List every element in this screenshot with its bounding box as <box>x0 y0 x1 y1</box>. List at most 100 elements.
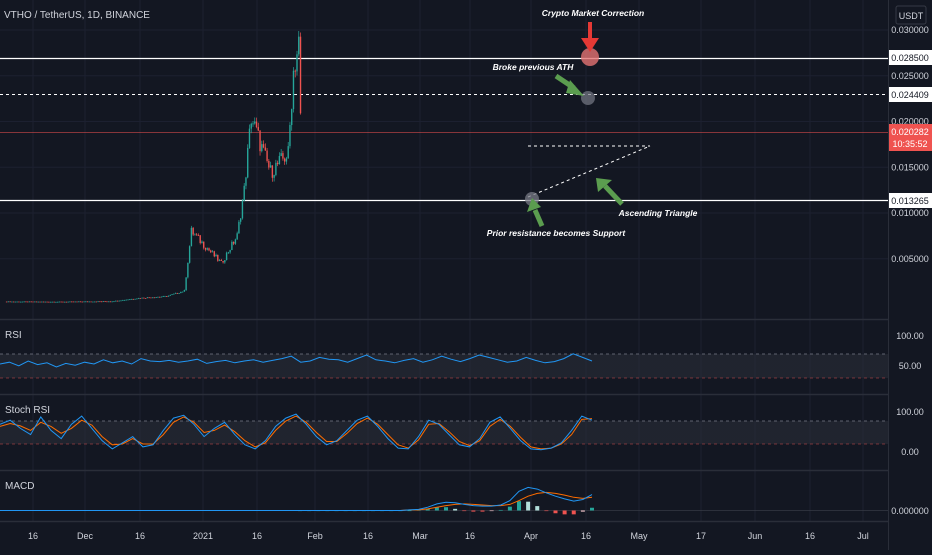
candle <box>283 158 286 162</box>
macd-tick-0: 0.000000 <box>891 506 929 516</box>
candle <box>34 301 36 303</box>
macd-histogram-bar <box>580 510 585 512</box>
macd-histogram-bar <box>562 510 567 515</box>
candle <box>204 247 207 250</box>
macd-histogram-bar <box>453 508 458 511</box>
triangle-support-line[interactable] <box>527 145 651 198</box>
candle <box>171 294 173 296</box>
candle <box>86 301 89 303</box>
macd-histogram-bar <box>407 510 412 512</box>
candle <box>100 301 103 303</box>
candle <box>107 301 110 303</box>
price-tick-label: 0.030000 <box>891 25 929 35</box>
price-tick-label: 0.010000 <box>891 208 929 218</box>
stoch-d-line <box>0 415 593 450</box>
macd-histogram-bar <box>590 507 594 511</box>
candle <box>287 146 289 159</box>
candle <box>188 246 191 263</box>
last-price-text: 0.020282 <box>891 127 929 137</box>
time-axis[interactable]: 16 Dec 16 2021 16 Feb 16 Mar 16 Apr 16 May 17 Jun 16 Ju… <box>28 531 869 541</box>
candle <box>178 293 180 294</box>
candle <box>166 296 168 297</box>
stoch-rsi-pane[interactable]: Stoch RSI <box>0 405 888 451</box>
candle <box>227 252 230 254</box>
candle <box>93 301 96 303</box>
candle <box>190 227 193 247</box>
candle <box>271 165 274 178</box>
candle <box>181 291 184 293</box>
macd-histogram-bar <box>517 501 521 511</box>
stoch-tick-100: 100.00 <box>896 407 924 417</box>
candle <box>243 185 245 201</box>
candle <box>144 298 147 299</box>
candle <box>55 301 57 303</box>
candle <box>225 252 228 261</box>
price-pane[interactable]: Crypto Market Correction Broke previous … <box>0 8 888 303</box>
candles <box>5 30 302 303</box>
macd-pane[interactable]: MACD <box>0 481 888 515</box>
candle <box>32 301 34 303</box>
macd-histogram-bar <box>434 507 439 511</box>
candle <box>83 301 85 303</box>
rsi-pane[interactable]: RSI <box>0 330 888 379</box>
currency-badge[interactable] <box>895 5 927 25</box>
price-label-013265-text: 0.013265 <box>891 196 929 206</box>
candle <box>109 301 112 303</box>
candle <box>125 299 127 301</box>
candle <box>53 301 55 303</box>
candle <box>248 128 251 148</box>
time-tick-label: Jul <box>857 531 869 541</box>
stoch-band <box>0 421 888 444</box>
candle <box>151 297 154 299</box>
price-tick-label: 0.015000 <box>891 162 929 172</box>
candle <box>143 297 145 299</box>
candle <box>299 36 302 114</box>
candle <box>7 301 10 303</box>
candle <box>69 301 71 303</box>
candle <box>104 301 106 303</box>
macd-histogram-bar <box>526 501 531 511</box>
candle <box>16 301 18 303</box>
stoch-k-line <box>0 413 593 451</box>
price-tick-label: 0.020000 <box>891 117 929 127</box>
price-axis[interactable]: USDT 0.0050000.0100000.0150000.0200000.0… <box>888 0 932 550</box>
candle <box>294 70 296 72</box>
candle <box>118 300 120 302</box>
price-label-028500 <box>889 50 932 65</box>
macd-histogram-bar <box>535 506 540 511</box>
price-label-024409-text: 0.024409 <box>891 90 929 100</box>
time-tick-label: 17 <box>696 531 706 541</box>
candle <box>298 36 300 55</box>
time-tick-label: 16 <box>805 531 815 541</box>
time-tick-label: Jun <box>748 531 763 541</box>
candle <box>12 301 15 303</box>
candle <box>206 248 208 250</box>
candle <box>44 301 47 303</box>
candle <box>49 301 52 303</box>
candle <box>76 301 78 303</box>
candle <box>139 298 142 299</box>
candle <box>185 277 187 291</box>
price-tick-label: 0.005000 <box>891 254 929 264</box>
candle <box>197 235 200 236</box>
symbol-title: VTHO / TetherUS, 1D, BINANCE <box>4 10 150 21</box>
candle <box>257 127 259 131</box>
candle <box>41 301 43 303</box>
candle <box>201 241 203 243</box>
macd-histogram-bar <box>571 510 576 515</box>
candle <box>296 54 298 72</box>
candle <box>208 248 210 251</box>
candle <box>48 301 50 303</box>
candle <box>153 297 156 299</box>
candle <box>28 301 31 303</box>
candle <box>250 123 252 129</box>
time-tick-label: 16 <box>581 531 591 541</box>
macd-histogram-bar <box>489 510 494 512</box>
candle <box>58 301 61 303</box>
price-label-028500-text: 0.028500 <box>891 53 929 63</box>
candle <box>238 221 240 234</box>
candle <box>67 301 69 303</box>
candle <box>79 301 82 303</box>
